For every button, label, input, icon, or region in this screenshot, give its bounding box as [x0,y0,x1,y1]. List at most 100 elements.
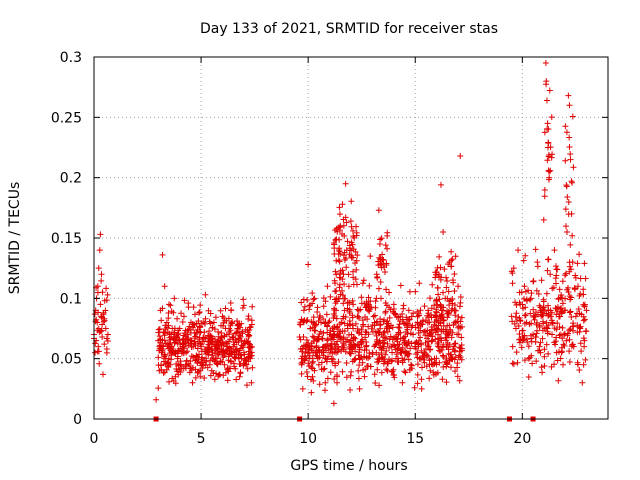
data-point [372,304,379,311]
data-point [185,326,192,333]
data-point [321,365,328,372]
data-point [582,275,589,282]
data-point [363,354,370,361]
data-point [420,318,427,325]
data-point [435,271,442,278]
data-point [225,315,232,322]
x-tick-label: 20 [513,431,531,447]
data-point [452,368,459,375]
data-point [359,339,366,346]
data-point [180,313,187,320]
data-point [303,343,310,350]
data-point [333,315,340,322]
data-point [219,338,226,345]
data-point [567,156,574,163]
data-point [346,242,353,249]
chart-title: Day 133 of 2021, SRMTID for receiver sta… [200,21,498,37]
data-point [530,306,537,313]
data-point [95,265,102,272]
data-point [455,283,462,290]
data-point [365,294,372,301]
data-point [458,345,465,352]
data-point [408,362,415,369]
data-point [159,251,166,258]
data-point [448,248,455,255]
data-point [525,373,532,380]
data-point [426,319,433,326]
data-point [337,328,344,335]
data-point [184,331,191,338]
data-point [153,396,160,403]
data-point [410,331,417,338]
data-point [238,355,245,362]
data-point [313,321,320,328]
data-point [363,303,370,310]
data-point [318,319,325,326]
data-point [580,361,587,368]
data-point [337,222,344,229]
data-point [432,336,439,343]
data-point [329,358,336,365]
data-point [195,368,202,375]
data-point [352,248,359,255]
data-point [318,349,325,356]
data-point [233,376,240,383]
data-point [416,280,423,287]
data-point [533,330,540,337]
data-point [567,296,574,303]
data-point [407,361,414,368]
data-point [401,368,408,375]
data-point [367,253,374,260]
data-point [230,343,237,350]
data-point [245,313,252,320]
data-point [445,310,452,317]
data-point [405,338,412,345]
data-point [244,365,251,372]
data-point [523,319,530,326]
data-point [545,302,552,309]
data-point [339,344,346,351]
data-point [355,375,362,382]
data-point [557,355,564,362]
data-point [297,319,304,326]
data-point [456,377,463,384]
data-point [346,308,353,315]
data-point [336,284,343,291]
data-point [348,331,355,338]
data-point [414,371,421,378]
data-point [523,296,530,303]
data-point [378,369,385,376]
data-point [547,167,554,174]
data-point [554,266,561,273]
data-point [310,349,317,356]
data-point [446,302,453,309]
data-point [433,326,440,333]
data-point [185,300,192,307]
data-point [227,300,234,307]
data-point [165,301,172,308]
data-point [94,283,101,290]
data-point [313,352,320,359]
data-point [455,331,462,338]
data-point [324,337,331,344]
data-point [444,331,451,338]
data-point [397,313,404,320]
data-point [562,123,569,130]
data-point [375,329,382,336]
data-point [430,371,437,378]
data-point [563,337,570,344]
data-point [567,151,574,158]
data-point [576,366,583,373]
x-axis-label: GPS time / hours [290,458,407,474]
data-point [544,157,551,164]
data-point [551,247,558,254]
data-point [434,301,441,308]
data-point [239,330,246,337]
data-point [543,78,550,85]
data-point [455,324,462,331]
data-point [248,379,255,386]
data-point [420,329,427,336]
data-point [337,267,344,274]
data-point [527,310,534,317]
data-point [358,338,365,345]
